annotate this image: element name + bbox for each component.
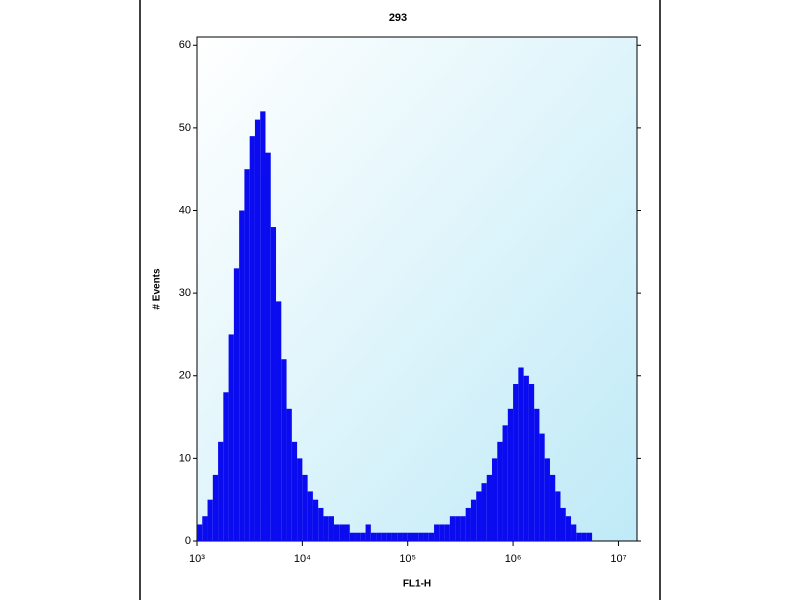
x-axis-label: FL1-H [403,579,431,590]
bar [502,425,508,541]
bar [565,516,572,541]
bar [218,441,224,541]
y-tick-label: 30 [179,287,191,299]
bar [444,524,450,541]
bar [528,384,535,541]
bar [497,441,503,541]
bar [555,491,561,541]
bar [423,532,429,541]
bar [265,152,271,542]
bar [318,507,324,541]
x-tick-label: 10⁵ [399,553,416,565]
bar [349,532,356,541]
bar [239,210,245,542]
bar [465,507,471,541]
bar [212,474,219,541]
bar [228,334,234,541]
bar [270,227,277,542]
bar [397,532,403,541]
bar [302,474,308,541]
bar [365,524,371,541]
bar [576,532,582,541]
bar [449,516,456,541]
x-tick-label: 10⁴ [294,553,311,565]
y-tick-label: 10 [179,452,191,464]
bar [455,516,461,541]
bar [470,499,477,541]
bar [534,408,540,541]
bar [513,384,519,541]
y-tick-label: 20 [179,370,191,382]
bar [523,375,529,541]
bar [412,532,419,541]
y-axis-label: # Events [152,268,163,310]
y-tick-label: 60 [179,39,191,51]
bar [276,301,282,541]
bar [244,169,250,541]
bar [197,524,203,541]
y-tick-label: 50 [179,122,191,134]
bar [439,524,445,541]
x-tick-label: 10⁷ [610,553,626,565]
y-tick-label: 40 [179,204,191,216]
bar [492,458,498,541]
bar [355,532,361,541]
bar [281,359,287,541]
bar [581,532,587,541]
bar [207,499,213,541]
bar [476,491,482,541]
bar [481,483,487,541]
bar [233,268,240,541]
bar [428,532,435,541]
bar [402,532,408,541]
y-tick-label: 0 [185,535,191,547]
bar [202,516,208,541]
bar [360,532,366,541]
bar [434,524,440,541]
bar [560,507,566,541]
chart-title: 293 [389,12,407,24]
bar [518,367,524,541]
bar [460,516,466,541]
x-tick-label: 10⁶ [505,553,522,565]
histogram [197,111,593,542]
bar [297,458,303,541]
bar [418,532,424,541]
bar [370,532,377,541]
bar [344,524,350,541]
bar [291,441,298,541]
bar [223,392,229,541]
bar [544,458,550,541]
x-tick-label: 10³ [189,553,205,565]
bar [307,491,313,541]
bar [549,474,556,541]
bar [486,474,493,541]
bar [323,516,329,541]
bar [381,532,387,541]
bar [386,532,392,541]
bar [312,499,319,541]
bar [333,524,340,541]
bar [407,532,413,541]
bar [507,408,514,541]
bar [376,532,382,541]
bar [586,532,593,541]
bar [571,524,577,541]
bar [260,111,266,541]
bar [339,524,345,541]
bar [539,433,545,541]
bar [286,408,292,541]
bar [328,516,334,541]
bar [249,136,255,542]
bar [254,119,261,541]
bar [391,532,398,541]
